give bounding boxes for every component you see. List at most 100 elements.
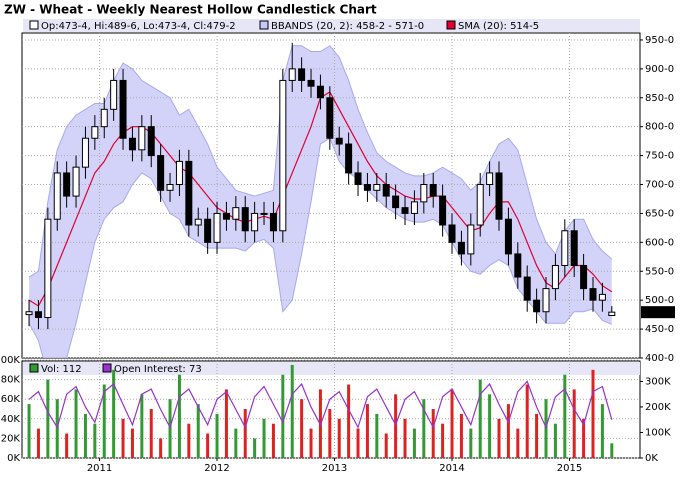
candle-body [147,126,155,157]
volume-bar [563,374,567,458]
legend-label: SMA (20): 514-5 [458,21,539,32]
candle-body [91,126,99,139]
volume-bar [243,409,247,458]
volume-bar [309,428,313,458]
volume-bar [112,369,116,458]
candle-body [354,172,362,186]
volume-bar [347,384,351,458]
y-tick-label: 20K [1,433,21,444]
candle-body [119,79,127,139]
y-tick-label: 400-0 [645,353,674,364]
candle-body [486,172,494,186]
volume-bar [206,433,210,458]
y-tick-label: 40K [1,414,21,425]
volume-bar [403,418,407,458]
legend-swatch [446,20,456,30]
volume-bar [65,433,69,458]
candle-body [580,264,588,290]
bollinger-band [29,45,612,358]
candle-body [138,126,146,151]
y-tick-label: 80K [1,375,21,386]
volume-bar [441,423,445,458]
candle-body [589,288,597,301]
bollinger-lower [28,137,612,358]
candle-body [495,172,503,220]
y2-tick-label: 300K [645,376,671,387]
candle-body [232,207,240,220]
candle-body [439,195,447,226]
y-tick-label: 450-0 [645,324,674,335]
volume-bar [506,404,510,458]
volume-bar [516,428,520,458]
candle-body [523,276,531,301]
y-tick-label: 60K [1,394,21,405]
candle-body [63,172,71,197]
candle-body [467,224,475,255]
y-tick-label: 100K [0,355,20,366]
volume-bar [224,389,228,458]
candle-body [373,184,381,191]
last-price-label: 479-2 [644,307,673,318]
legend-label: Op:473-4, Hi:489-6, Lo:473-4, Cl:479-2 [41,21,236,32]
volume-bar [582,418,586,458]
volume-bar [450,389,454,458]
candle-body [194,218,202,226]
volume-bar [55,399,59,458]
y-tick-label: 500-0 [645,295,674,306]
volume-bar [422,399,426,458]
candle-body [476,184,484,226]
candle-body [44,218,52,319]
volume-bar [149,409,153,458]
volume-bar [262,418,266,458]
x-tick-label: 2014 [439,463,464,474]
x-tick-label: 2015 [557,463,582,474]
candle-body [561,230,569,266]
legend-swatch [102,363,112,373]
candle-body [260,212,268,215]
chart-title: ZW - Wheat - Weekly Nearest Hollow Candl… [4,3,377,17]
volume-bar [356,428,360,458]
y-tick-label: 550-0 [645,266,674,277]
y-tick-label: 800-0 [645,122,674,133]
candle-body [204,218,212,243]
candle-body [298,68,306,81]
candle-body [429,184,437,197]
legend-label: Open Interest: 73 [114,364,202,375]
candle-body [392,195,400,209]
candle-body [110,79,118,110]
volume-bar [36,428,40,458]
volume-bar [187,423,191,458]
volume-bar [196,404,200,458]
candle-body [128,137,136,151]
candle-body [81,137,89,168]
y2-tick-label: 200K [645,402,671,413]
y-tick-label: 600-0 [645,237,674,248]
volume-bar [290,364,294,458]
volume-bar [93,423,97,458]
volume-bar [431,409,435,458]
volume-bar [337,418,341,458]
y-tick-label: 850-0 [645,93,674,104]
candle-body [157,155,165,191]
legend-label: Vol: 112 [41,364,82,375]
volume-bar [459,413,463,458]
candle-body [222,212,230,220]
candle-body [288,68,296,81]
legend-swatch [259,20,269,30]
candle-body [570,230,578,266]
candle-body [307,79,315,87]
plot [22,33,640,358]
x-tick-label: 2012 [204,463,229,474]
volume-bar [83,413,87,458]
candle-body [448,224,456,243]
volume-bar [488,394,492,458]
candle-body [551,264,559,290]
volume-bar [102,384,106,458]
volume-bar [525,384,529,458]
volume-bar [74,389,78,458]
candle-body [25,311,33,316]
candle-body [542,288,550,313]
volume-bar [121,418,125,458]
y2-tick-label: 0K [645,453,658,464]
